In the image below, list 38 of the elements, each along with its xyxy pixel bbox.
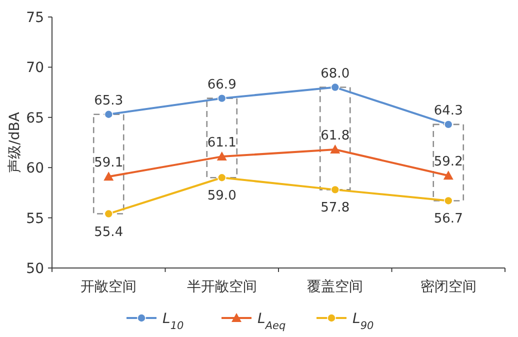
data-label: 64.3 — [434, 103, 463, 118]
data-label: 61.8 — [320, 128, 350, 144]
data-label: 65.3 — [94, 93, 124, 108]
x-tick-label: 覆盖空间 — [307, 279, 364, 295]
legend-label: L$_{90}$ — [352, 311, 374, 332]
data-label: 68.0 — [320, 66, 350, 82]
y-tick-label: 75 — [26, 10, 44, 26]
point — [217, 94, 226, 103]
data-label: 61.1 — [207, 136, 236, 151]
legend-label: L$_{10}$ — [162, 311, 184, 332]
data-label: 55.4 — [94, 224, 124, 240]
data-label: 59.2 — [434, 154, 463, 170]
x-tick-label: 开敞空间 — [80, 279, 137, 295]
y-tick-label: 60 — [26, 160, 44, 177]
point — [217, 173, 226, 182]
data-label: 56.7 — [434, 212, 463, 227]
point — [330, 144, 340, 154]
point — [330, 185, 340, 194]
point — [330, 82, 340, 92]
data-label: 57.8 — [320, 200, 350, 216]
point — [444, 120, 453, 129]
point — [216, 152, 227, 161]
legend-label: L$_{Aeq}$ — [258, 311, 286, 332]
x-tick-label: 半开敞空间 — [186, 279, 257, 295]
y-tick-label: 55 — [26, 210, 44, 227]
x-tick-label: 密闭空间 — [420, 279, 476, 295]
y-tick-label: 65 — [26, 110, 44, 126]
data-label: 59.1 — [94, 156, 124, 171]
y-tick-label: 50 — [26, 261, 44, 277]
point — [444, 196, 453, 206]
point — [104, 209, 114, 218]
point — [104, 172, 114, 181]
point — [104, 110, 114, 119]
y-tick-label: 70 — [26, 60, 44, 76]
y-axis-title: 声级/dBA — [7, 112, 23, 173]
point — [443, 170, 454, 180]
data-label: 66.9 — [207, 77, 236, 92]
data-label: 59.0 — [207, 188, 236, 204]
